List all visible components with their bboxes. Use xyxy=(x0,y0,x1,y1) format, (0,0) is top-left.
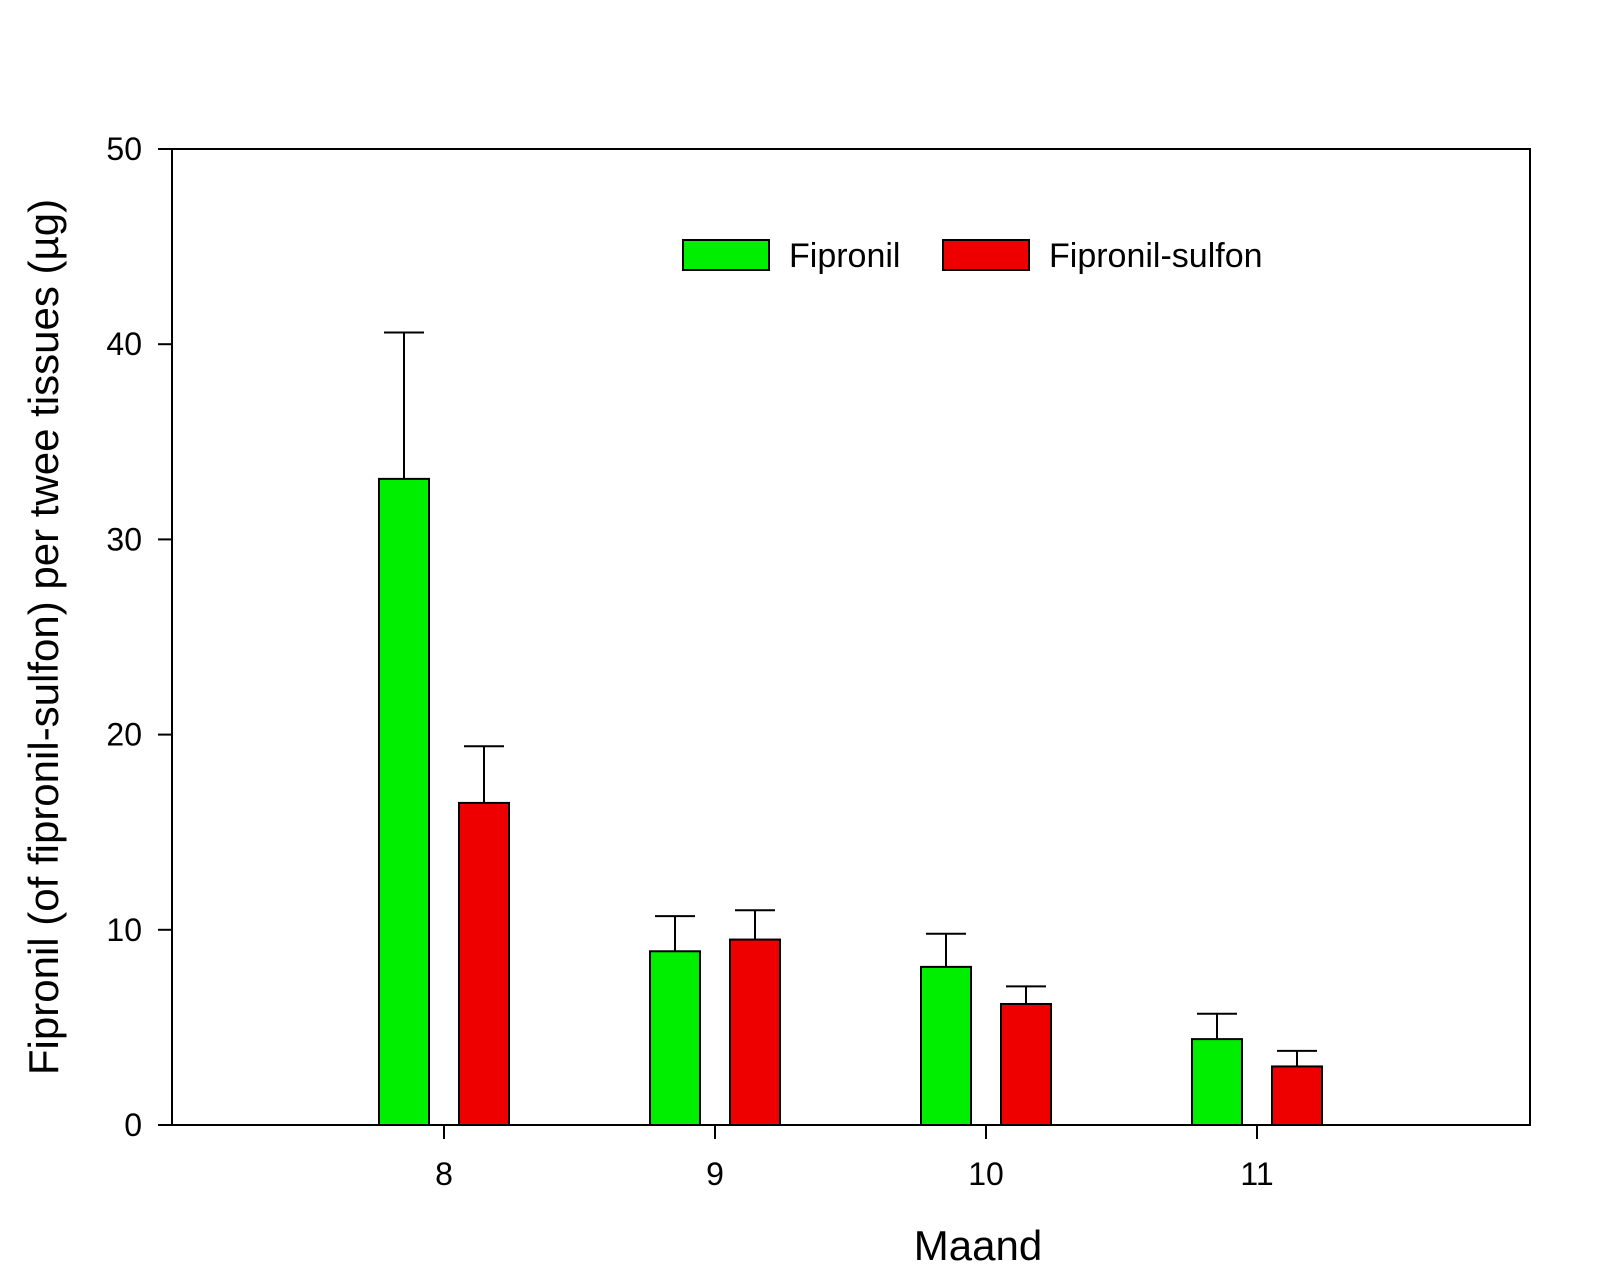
bar-fipronil-sulfon-11 xyxy=(1271,1065,1323,1126)
legend-swatch-fipronil xyxy=(682,239,770,271)
legend: Fipronil Fipronil-sulfon xyxy=(682,237,1263,275)
bar-fipronil-10 xyxy=(920,965,972,1126)
bar-fipronil-11 xyxy=(1191,1038,1243,1127)
y-tick-label: 0 xyxy=(124,1107,142,1143)
bars-layer xyxy=(378,331,1323,1127)
bar-fipronil-8 xyxy=(378,477,430,1126)
bar-fipronil-sulfon-9 xyxy=(729,938,781,1126)
y-axis: 0 10 20 30 40 50 xyxy=(106,131,172,1143)
y-tick-label: 40 xyxy=(106,326,142,362)
x-tick-label: 10 xyxy=(968,1156,1004,1192)
y-tick-label: 10 xyxy=(106,912,142,948)
y-tick-label: 20 xyxy=(106,717,142,753)
x-tick-label: 8 xyxy=(435,1156,453,1192)
bar-fipronil-sulfon-8 xyxy=(458,801,510,1126)
x-tick-label: 9 xyxy=(706,1156,724,1192)
bar-fipronil-9 xyxy=(649,950,701,1126)
x-axis: 8 9 10 11 xyxy=(435,1125,1274,1192)
legend-swatch-fipronil-sulfon xyxy=(942,239,1030,271)
plot-area xyxy=(171,148,1531,1126)
x-tick-label: 11 xyxy=(1240,1156,1273,1192)
x-axis-title: Maand xyxy=(914,1222,1042,1269)
y-tick-label: 30 xyxy=(106,521,142,557)
legend-label-fipronil: Fipronil xyxy=(789,237,900,275)
y-axis-title: Fipronil (of fipronil-sulfon) per twee t… xyxy=(20,199,67,1075)
legend-label-fipronil-sulfon: Fipronil-sulfon xyxy=(1049,237,1263,275)
y-tick-label: 50 xyxy=(106,131,142,167)
bar-fipronil-sulfon-10 xyxy=(1000,1002,1052,1127)
